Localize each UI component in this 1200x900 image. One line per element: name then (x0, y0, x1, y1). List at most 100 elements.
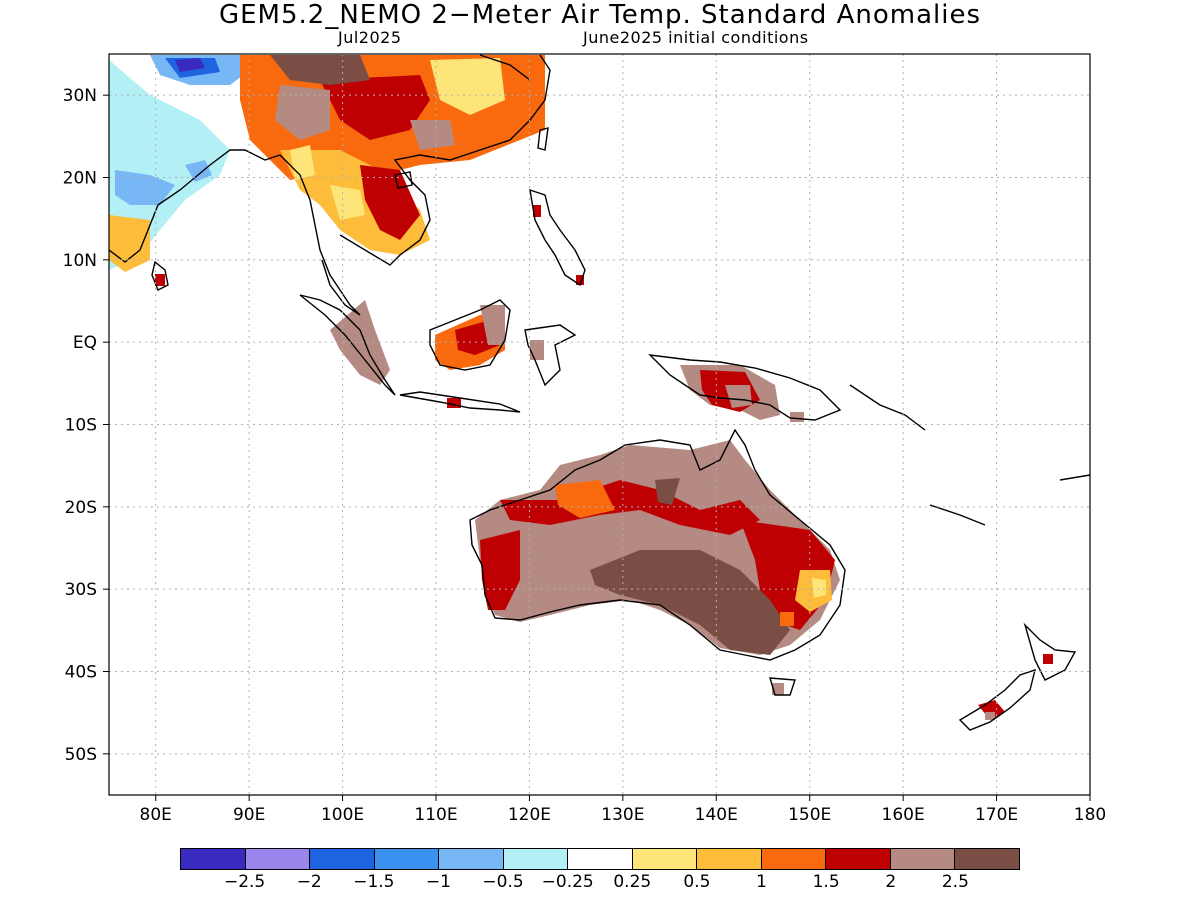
coast-new-guinea (648, 354, 842, 421)
lon-tick-label: 130E (601, 805, 644, 825)
lon-tick-label: 170E (975, 805, 1018, 825)
legend-label: 0.5 (683, 872, 711, 892)
coastlines (109, 54, 1090, 731)
legend-label: 2 (885, 872, 897, 892)
sulawesi-brown (530, 340, 544, 360)
india-warm-edge (109, 215, 150, 272)
coast-islands-3 (849, 384, 926, 431)
lon-tick-label: 140E (695, 805, 738, 825)
new-guinea-brown-core (725, 385, 752, 408)
longitude-labels: 80E 90E 100E 110E 120E 130E 140E 150E 160E 170E 18… (140, 795, 1106, 825)
legend-label: −1.5 (353, 872, 395, 892)
plot-frame (108, 53, 1091, 796)
india-blue-small (185, 160, 212, 182)
borneo-brown (480, 305, 505, 345)
coast-sulawesi (524, 324, 577, 387)
coast-islands-1 (929, 504, 986, 526)
lat-tick-label: EQ (73, 333, 97, 353)
lon-tick-label: 90E (233, 805, 265, 825)
legend-label: 1 (756, 872, 767, 892)
coast-islands-2 (1059, 474, 1090, 481)
new-zealand-north-red (1043, 654, 1053, 664)
graticule (109, 54, 1090, 795)
map-title: GEM5.2_NEMO 2−Meter Air Temp. Standard A… (218, 0, 982, 30)
latitude-labels: 30N 20N 10N EQ 10S 20S 30S 40S 50S (63, 86, 109, 765)
lat-tick-label: 30N (63, 86, 97, 106)
lon-tick-label: 120E (508, 805, 551, 825)
australia-darkbrown-center (590, 550, 790, 655)
coast-tasmania (769, 677, 796, 696)
legend-swatch (245, 849, 311, 869)
coast-borneo (429, 299, 511, 371)
australia-orange-se (780, 612, 794, 626)
new-zealand-south-brown (985, 712, 995, 720)
coast-taiwan (537, 127, 549, 151)
australia-red-north (500, 480, 760, 535)
legend-swatch (181, 849, 246, 869)
india-blue-region (115, 170, 175, 205)
legend-label: −2 (296, 872, 322, 892)
china-pinkbrown-2 (410, 120, 455, 150)
coast-java (399, 391, 521, 413)
coast-hainan (394, 171, 413, 189)
coast-china-north (479, 54, 531, 81)
lat-tick-label: 20N (63, 169, 97, 189)
coast-sri-lanka (151, 260, 169, 291)
lon-tick-label: 100E (321, 805, 364, 825)
china-pinkbrown (275, 85, 330, 140)
java-red (447, 398, 461, 408)
legend-swatch (503, 849, 569, 869)
coast-australia (469, 428, 846, 661)
indochina-red (360, 165, 420, 240)
legend-swatch (310, 849, 375, 869)
png-east (790, 412, 804, 422)
lat-tick-label: 50S (65, 745, 97, 765)
lat-tick-label: 20S (65, 498, 97, 518)
coast-philippines (529, 188, 586, 287)
philippines-dot-2 (576, 275, 584, 285)
coast-nz-north (1023, 622, 1077, 681)
lat-tick-label: 30S (65, 580, 97, 600)
legend-swatch (439, 849, 504, 869)
legend-swatch (955, 849, 1019, 869)
legend-swatch (761, 849, 827, 869)
coast-sumatra (299, 294, 396, 396)
anomaly-shading (109, 55, 1053, 720)
legend-swatch (632, 849, 698, 869)
lat-tick-label: 10N (63, 251, 97, 271)
legend-label: 2.5 (941, 872, 969, 892)
legend-swatch (890, 849, 956, 869)
forecast-month: Jul2025 (338, 28, 402, 47)
tibet-purple-core (175, 58, 205, 72)
lon-tick-label: 110E (414, 805, 457, 825)
lon-tick-label: 160E (882, 805, 925, 825)
legend-label: −0.25 (541, 872, 594, 892)
china-yellow-patches (430, 58, 505, 115)
legend-swatch (826, 849, 891, 869)
legend-label: −1 (425, 872, 451, 892)
coast-gulf-thailand (339, 54, 551, 266)
coast-nz-south (958, 668, 1036, 731)
australia-darkbrown-north (655, 478, 680, 505)
initial-conditions: June2025 initial conditions (583, 28, 809, 47)
tasmania-brown (772, 683, 784, 695)
legend-swatch (374, 849, 440, 869)
india-light-blue-region (109, 60, 230, 270)
australia-orange-north (555, 480, 615, 518)
indochina-yellow-2 (330, 185, 365, 220)
australia-red-west (480, 530, 520, 610)
lon-tick-label: 80E (140, 805, 172, 825)
color-legend (180, 848, 1020, 870)
legend-label: −0.5 (482, 872, 524, 892)
lon-tick-label: 150E (788, 805, 831, 825)
legend-label: 0.25 (613, 872, 652, 892)
legend-label: 1.5 (812, 872, 840, 892)
coast-india (109, 149, 281, 263)
lon-tick-label: 180 (1074, 805, 1106, 825)
color-legend-labels: −2.5 −2 −1.5 −1 −0.5 −0.25 0.25 0.5 1 1.5 2 2.5 (0, 872, 1200, 896)
lat-tick-label: 40S (65, 663, 97, 683)
china-brown-north (270, 55, 370, 85)
philippines-dot (533, 205, 541, 217)
sri-lanka-red (155, 274, 165, 286)
